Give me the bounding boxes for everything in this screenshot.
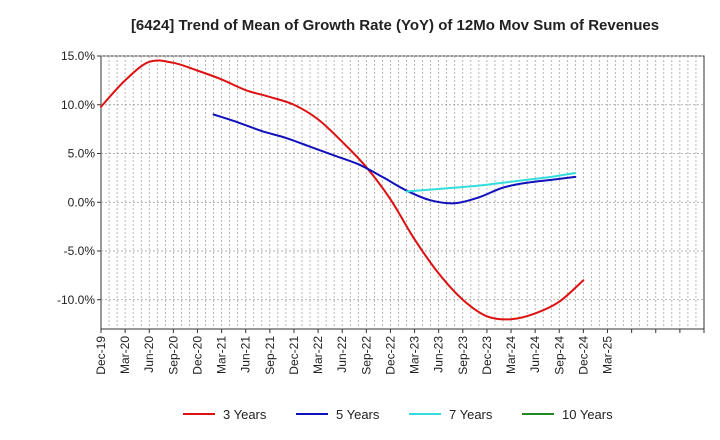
x-axis: Dec-19 Mar-20 Jun-20 Sep-20 Dec-20 Mar-21 Jun-… [94,329,705,375]
x-tick-label: Jun-24 [528,336,542,373]
plot-area [100,55,705,330]
x-tick-label: Jun-23 [432,336,446,373]
chart-title: [6424] Trend of Mean of Growth Rate (YoY… [131,17,659,34]
x-tick-label: Dec-20 [190,336,204,375]
legend-label-7-years: 7 Years [449,407,493,422]
x-tick-label: Dec-24 [576,336,590,375]
x-tick-label: Mar-21 [215,336,229,374]
legend-label-10-years: 10 Years [562,407,613,422]
series-line-5-years [212,113,577,205]
x-tick-label: Mar-23 [408,336,422,374]
y-axis: 15.0% 10.0% 5.0% 0.0% -5.0% -10.0% [57,49,101,307]
x-tick-label: Jun-21 [239,336,253,373]
y-tick-label: -10.0% [57,293,95,307]
x-tick-label: Sep-24 [552,336,566,375]
x-tick-label: Mar-25 [601,336,615,374]
x-tick-label: Dec-19 [94,336,108,375]
x-tick-label: Dec-23 [480,336,494,375]
series-group [100,59,585,321]
y-tick-label: -5.0% [64,244,96,258]
y-tick-label: 5.0% [68,147,96,161]
x-tick-label: Sep-20 [166,336,180,375]
y-tick-label: 0.0% [68,195,96,209]
x-tick-label: Dec-21 [287,336,301,375]
x-tick-label: Mar-22 [311,336,325,374]
x-tick-label: Jun-22 [335,336,349,373]
x-tick-label: Sep-21 [263,336,277,375]
legend-label-3-years: 3 Years [223,407,267,422]
grid [101,55,704,329]
legend: 3 Years 5 Years 7 Years 10 Years [183,407,613,422]
x-tick-label: Sep-22 [359,336,373,375]
x-tick-label: Sep-23 [456,336,470,375]
x-tick-label: Jun-20 [142,336,156,373]
x-tick-label: Dec-22 [383,336,397,375]
series-line-3-years [100,59,585,321]
x-tick-label: Mar-20 [118,336,132,374]
y-tick-label: 10.0% [61,98,95,112]
series-line-7-years [405,172,577,193]
y-tick-label: 15.0% [61,49,95,63]
legend-label-5-years: 5 Years [336,407,380,422]
x-tick-label: Mar-24 [504,336,518,374]
